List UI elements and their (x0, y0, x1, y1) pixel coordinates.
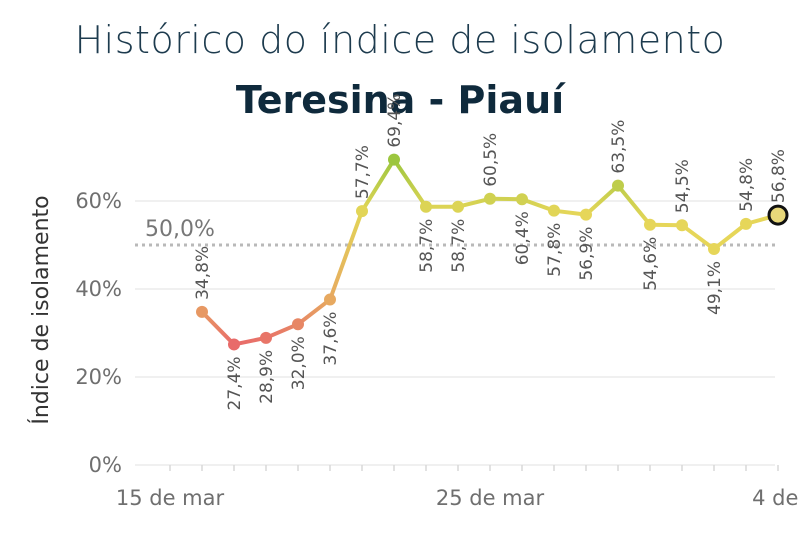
data-label: 28,9% (257, 350, 277, 404)
data-label: 57,8% (545, 223, 565, 277)
data-label: 58,7% (449, 219, 469, 273)
line-segment (360, 157, 396, 214)
data-label: 34,8% (193, 246, 213, 300)
data-point (644, 218, 656, 231)
data-point (484, 192, 496, 205)
reference-line-label: 50,0% (145, 217, 215, 242)
data-point (580, 208, 592, 221)
y-tick-label: 60% (75, 189, 122, 213)
x-tick-label: 15 de mar (116, 486, 225, 510)
data-point (708, 242, 720, 255)
data-point-latest (767, 204, 789, 226)
line-segment (296, 297, 332, 327)
data-label: 49,1% (705, 261, 725, 315)
reference-line: 50,0% (135, 217, 775, 247)
x-axis: 15 de mar 25 de mar 4 de abr (116, 465, 800, 510)
data-point (228, 338, 240, 351)
x-tick-label: 4 de abr (752, 486, 800, 510)
data-label: 60,4% (513, 211, 533, 265)
data-point (740, 217, 752, 230)
data-label: 27,4% (225, 356, 245, 410)
data-label: 63,5% (609, 120, 629, 174)
data-point (292, 318, 304, 331)
data-label: 56,8% (769, 149, 789, 203)
y-axis-label: Índice de isolamento (28, 195, 54, 424)
y-axis-ticks: 0% 20% 40% 60% (75, 189, 122, 477)
data-point (676, 219, 688, 232)
y-tick-label: 20% (75, 365, 122, 389)
data-labels: 34,8% 27,4% 28,9% 32,0% 37,6% 57,7% 69,4% 58,7%… (193, 94, 789, 411)
data-point (356, 205, 368, 218)
line-segment (616, 183, 652, 227)
data-point (260, 331, 272, 344)
data-point (324, 293, 336, 306)
data-label: 69,4% (385, 94, 405, 148)
data-point (612, 179, 624, 192)
chart-subtitle: Teresina - Piauí (235, 78, 565, 122)
data-label: 57,7% (353, 145, 373, 199)
line-segment (712, 221, 748, 251)
data-label: 37,6% (321, 312, 341, 366)
data-label: 32,0% (289, 336, 309, 390)
data-label: 54,8% (737, 158, 757, 212)
y-tick-label: 40% (75, 277, 122, 301)
data-label: 58,7% (417, 219, 437, 273)
line-segment (392, 157, 428, 209)
data-label: 54,6% (641, 237, 661, 291)
grid-lines (135, 200, 775, 466)
line-segment (328, 209, 364, 302)
y-tick-label: 0% (89, 453, 122, 477)
data-label: 54,5% (673, 159, 693, 213)
x-tick-label: 25 de mar (436, 486, 545, 510)
data-point (196, 305, 208, 318)
data-point (420, 200, 432, 213)
data-label: 60,5% (481, 133, 501, 187)
data-point (516, 193, 528, 206)
data-point (388, 153, 400, 166)
data-points (196, 153, 789, 351)
line-segment (680, 223, 716, 251)
data-point (548, 204, 560, 217)
chart-title: Histórico do índice de isolamento (74, 18, 726, 62)
line-segment (584, 183, 620, 217)
data-label: 56,9% (577, 227, 597, 281)
data-point (452, 200, 464, 213)
line-segment (200, 309, 236, 347)
